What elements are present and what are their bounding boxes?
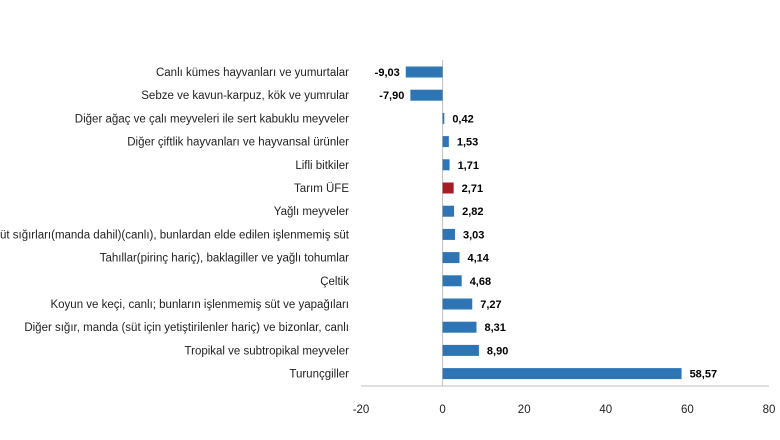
value-label-2: 0,42 bbox=[452, 113, 473, 125]
x-tick-label-1: 0 bbox=[439, 404, 445, 416]
category-label-0: Canlı kümes hayvanları ve yumurtalar bbox=[156, 67, 349, 79]
bar-4 bbox=[442, 159, 450, 171]
axes bbox=[361, 60, 769, 387]
value-label-13: 58,57 bbox=[690, 369, 718, 381]
category-labels: Canlı kümes hayvanları ve yumurtalar Sebz… bbox=[0, 67, 350, 381]
value-labels: -9,03 -7,90 0,42 1,53 1,71 2,71 2,82 3,03 4,14 4,… bbox=[375, 67, 717, 381]
value-label-11: 8,31 bbox=[485, 322, 506, 334]
bar-13 bbox=[442, 368, 682, 380]
bar-0 bbox=[405, 66, 443, 78]
category-label-8: Tahıllar(pirinç hariç), baklagiller ve y… bbox=[100, 253, 349, 265]
category-label-13: Turunçgiller bbox=[289, 369, 349, 381]
bars bbox=[405, 66, 682, 380]
value-label-0: -9,03 bbox=[375, 67, 400, 79]
x-tick-label-2: 20 bbox=[518, 404, 531, 416]
bar-2 bbox=[442, 112, 445, 124]
category-label-10: Koyun ve keçi, canlı; bunların işlenmemi… bbox=[50, 299, 349, 311]
bar-7 bbox=[442, 228, 455, 240]
category-label-6: Yağlı meyveler bbox=[274, 206, 349, 218]
value-label-8: 4,14 bbox=[467, 253, 489, 265]
value-label-3: 1,53 bbox=[457, 137, 478, 149]
value-label-4: 1,71 bbox=[458, 160, 479, 172]
category-label-3: Diğer çiftlik hayvanları ve hayvansal ür… bbox=[127, 137, 349, 149]
bar-9 bbox=[442, 275, 462, 287]
value-label-10: 7,27 bbox=[480, 299, 501, 311]
x-tick-label-5: 80 bbox=[763, 404, 776, 416]
x-tick-label-4: 60 bbox=[681, 404, 694, 416]
value-label-1: -7,90 bbox=[379, 90, 404, 102]
category-label-7: Süt sığırları(manda dahil)(canlı), bunla… bbox=[0, 229, 350, 241]
category-label-11: Diğer sığır, manda (süt için yetiştirile… bbox=[24, 322, 349, 334]
category-label-2: Diğer ağaç ve çalı meyveleri ile sert ka… bbox=[75, 113, 349, 125]
category-label-4: Lifli bitkiler bbox=[295, 160, 349, 172]
category-label-1: Sebze ve kavun-karpuz, kök ve yumrular bbox=[141, 90, 349, 102]
value-label-9: 4,68 bbox=[470, 276, 491, 288]
value-label-7: 3,03 bbox=[463, 229, 484, 241]
value-label-5: 2,71 bbox=[462, 183, 483, 195]
x-axis-ticks: -20 0 20 40 60 80 bbox=[353, 404, 776, 416]
bar-8 bbox=[442, 252, 460, 264]
x-tick-label-3: 40 bbox=[599, 404, 612, 416]
bar-12 bbox=[442, 344, 479, 356]
bar-5 bbox=[442, 182, 454, 194]
category-label-9: Çeltik bbox=[320, 276, 349, 288]
bar-3 bbox=[442, 136, 449, 148]
bar-6 bbox=[442, 205, 455, 217]
value-label-6: 2,82 bbox=[462, 206, 483, 218]
bar-10 bbox=[442, 298, 473, 310]
bar-11 bbox=[442, 321, 477, 333]
x-tick-label-0: -20 bbox=[353, 404, 370, 416]
category-label-5: Tarım ÜFE bbox=[294, 183, 349, 195]
value-label-12: 8,90 bbox=[487, 345, 508, 357]
bar-1 bbox=[410, 89, 443, 101]
category-label-12: Tropikal ve subtropikal meyveler bbox=[185, 345, 350, 357]
